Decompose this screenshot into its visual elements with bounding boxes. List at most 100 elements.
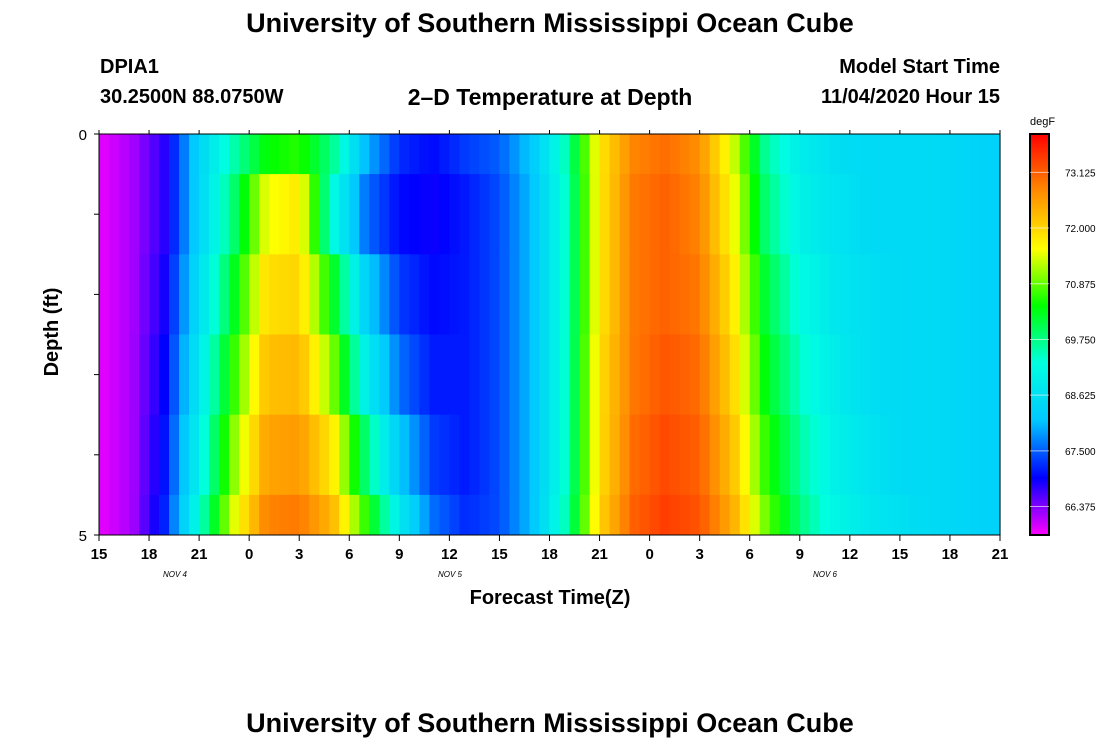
heatmap-cell [409, 334, 420, 416]
heatmap-cell [309, 334, 320, 416]
heatmap-cell [889, 334, 901, 416]
heatmap-cell [319, 334, 330, 416]
heatmap-cell [769, 494, 781, 536]
heatmap-cell [529, 334, 541, 416]
heatmap-cell [619, 334, 631, 416]
heatmap-cell [849, 494, 861, 536]
heatmap-cell [369, 134, 380, 175]
heatmap-cell [919, 134, 931, 175]
x-tick-label: 9 [395, 546, 403, 563]
heatmap-cell [169, 134, 180, 175]
heatmap-cell [159, 134, 170, 175]
heatmap-cell [129, 134, 140, 175]
heatmap-cell [339, 334, 350, 416]
heatmap-cell [919, 254, 931, 335]
heatmap-cell [249, 494, 260, 536]
heatmap-cell [779, 334, 791, 416]
heatmap-cell [879, 414, 891, 496]
heatmap-cell [699, 414, 711, 496]
heatmap-cell [979, 134, 991, 175]
heatmap-cell [379, 414, 390, 496]
heatmap-cell [359, 334, 370, 416]
date-label: NOV 5 [438, 570, 463, 579]
heatmap-cell [369, 254, 380, 335]
heatmap-cell [179, 174, 190, 255]
heatmap-cell [419, 254, 430, 335]
heatmap-cell [879, 494, 891, 536]
heatmap-cell [199, 254, 210, 335]
heatmap-cell [279, 414, 290, 496]
heatmap-cell [279, 254, 290, 335]
heatmap-cell [819, 134, 831, 175]
heatmap-cell [469, 174, 481, 255]
heatmap-cell [479, 414, 491, 496]
heatmap-cell [839, 494, 851, 536]
heatmap-cell [959, 414, 971, 496]
x-tick-label: 3 [295, 546, 303, 563]
heatmap-cell [389, 334, 400, 416]
heatmap-cell [799, 414, 811, 496]
colorbar-tick-label: 68.625 [1065, 391, 1096, 402]
heatmap-cell [489, 174, 501, 255]
heatmap-cell [329, 414, 340, 496]
heatmap-cell [209, 254, 220, 335]
heatmap-cell [129, 414, 140, 496]
heatmap-cell [359, 134, 370, 175]
model-start-date: 11/04/2020 Hour 15 [820, 86, 1000, 108]
heatmap-cell [179, 334, 190, 416]
heatmap-cell [629, 174, 641, 255]
heatmap-cell [749, 334, 761, 416]
heatmap-cell [399, 254, 410, 335]
heatmap-cell [809, 334, 821, 416]
heatmap-cell [539, 414, 551, 496]
x-tick-label: 3 [695, 546, 703, 563]
heatmap-cell [949, 414, 961, 496]
heatmap-cell [579, 334, 591, 416]
heatmap-cell [569, 174, 581, 255]
heatmap-cell [979, 494, 991, 536]
heatmap-cell [879, 134, 891, 175]
heatmap-cell [549, 414, 561, 496]
heatmap-cell [569, 254, 581, 335]
heatmap-cell [969, 334, 981, 416]
heatmap-cell [479, 174, 491, 255]
heatmap-cell [169, 494, 180, 536]
heatmap-cell [619, 174, 631, 255]
heatmap-cell [539, 494, 551, 536]
heatmap-cell [259, 254, 270, 335]
heatmap-cell [159, 494, 170, 536]
heatmap-cell [479, 494, 491, 536]
heatmap-cell [739, 334, 751, 416]
heatmap-cell [539, 134, 551, 175]
heatmap-cell [969, 254, 981, 335]
x-tick-label: 18 [141, 546, 158, 563]
heatmap-cell [729, 174, 741, 255]
heatmap-cell [969, 134, 981, 175]
heatmap-cell [159, 174, 170, 255]
heatmap-cell [409, 414, 420, 496]
heatmap-cell [409, 254, 420, 335]
heatmap-cell [849, 414, 861, 496]
heatmap-cell [449, 254, 460, 335]
x-tick-label: 9 [796, 546, 804, 563]
heatmap-cell [929, 254, 941, 335]
heatmap-cell [659, 494, 671, 536]
heatmap-cell [709, 494, 721, 536]
heatmap-cell [809, 414, 821, 496]
heatmap-cell [809, 254, 821, 335]
heatmap-cell [849, 134, 861, 175]
heatmap-cell [909, 334, 921, 416]
heatmap-cell [609, 174, 621, 255]
heatmap-cell [149, 134, 160, 175]
heatmap-cell [419, 494, 430, 536]
heatmap-cell [619, 254, 631, 335]
heatmap-cell [819, 494, 831, 536]
x-tick-label: 21 [191, 546, 208, 563]
heatmap-cell [589, 174, 601, 255]
model-start-label: Model Start Time [839, 56, 1000, 78]
x-tick-label: 21 [992, 546, 1009, 563]
heatmap-cell [349, 414, 360, 496]
heatmap-cell [469, 334, 481, 416]
heatmap-cell [429, 134, 440, 175]
heatmap-cell [599, 134, 611, 175]
